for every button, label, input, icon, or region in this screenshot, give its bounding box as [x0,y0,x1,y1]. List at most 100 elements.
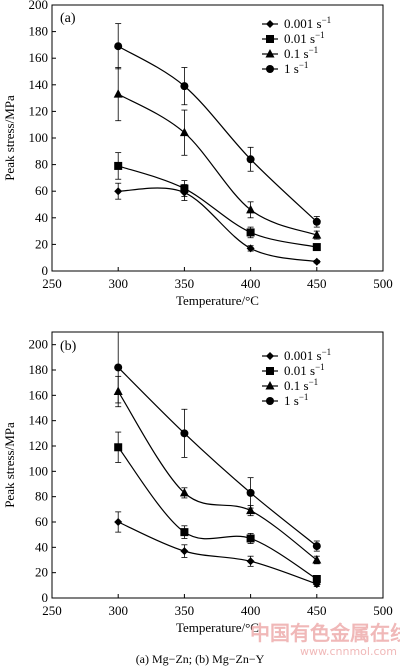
y-tick-label: 180 [29,362,49,377]
legend-label-exponent: −1 [299,392,309,402]
legend-marker [265,381,275,390]
y-tick-label: 80 [35,157,48,172]
plot-frame [51,4,384,272]
y-tick-label: 80 [35,489,48,504]
chart-panel-b: 250 300 350 400 450 500 0 20 40 60 80 100 120 140 160 1… [2,331,393,635]
x-tick-label: 350 [175,276,195,291]
legend-label: 1 s−1 [284,60,308,76]
legend-marker [266,35,274,43]
data-point [246,534,255,543]
data-point [114,161,123,170]
x-tick-label: 400 [241,603,261,618]
x-tick-label: 250 [42,276,62,291]
y-tick-label: 100 [29,463,49,478]
legend-label: 0.001 s−1 [284,347,331,363]
data-point [246,204,256,214]
figure-caption: (a) Mg−Zn; (b) Mg−Zn−Y [136,652,265,666]
legend-label: 0.1 s−1 [284,45,318,61]
data-point [246,557,255,566]
y-tick-label: 200 [29,0,49,12]
y-tick-label: 100 [29,130,49,145]
x-tick-label: 350 [175,603,195,618]
y-tick-label: 20 [35,565,48,580]
legend-label: 0.001 s−1 [284,15,331,31]
legend-label: 0.1 s−1 [284,377,318,393]
y-tick-label: 160 [29,387,49,402]
y-tick-label: 0 [42,590,49,605]
watermark-url: www.cnnmol.com [300,645,397,658]
legend-label-exponent: −1 [322,347,332,357]
x-tick-label: 250 [42,603,62,618]
legend-label-exponent: −1 [315,362,325,372]
series-line [118,165,317,248]
y-tick-label: 140 [29,413,49,428]
y-tick-label: 20 [35,236,48,251]
data-point [312,217,321,226]
legend-marker [266,65,274,73]
data-point [312,243,321,252]
legend-marker [266,397,274,405]
data-point [114,187,123,196]
y-tick-label: 160 [29,50,49,65]
x-tick-label: 450 [307,276,327,291]
y-tick-label: 60 [35,183,48,198]
y-tick-label: 140 [29,77,49,92]
series-line [117,367,318,547]
legend-label-exponent: −1 [309,45,319,55]
series-line [117,446,318,580]
series-line [117,93,318,236]
x-axis-label: Temperature/°C [176,293,259,308]
x-axis-label: Temperature/°C [176,620,259,635]
legend-marker [266,20,274,28]
y-tick-label: 60 [35,514,48,529]
series-line [118,187,317,263]
data-point [180,547,189,556]
data-point [180,429,189,438]
legend-marker [266,352,274,360]
x-tick-label: 300 [108,276,128,291]
panel-label: (b) [60,339,77,354]
data-point [246,155,255,164]
data-point [180,82,189,91]
data-point [179,487,189,497]
panel-label: (a) [60,11,76,26]
data-point [114,42,123,51]
series-line [117,391,318,561]
x-tick-label: 450 [307,603,327,618]
x-tick-label: 500 [373,603,393,618]
legend-label-exponent: −1 [315,30,325,40]
y-tick-label: 40 [35,539,48,554]
data-point [312,542,321,551]
data-point [312,257,321,266]
data-point [114,363,123,372]
y-tick-label: 0 [42,263,49,278]
x-tick-label: 400 [241,276,261,291]
y-tick-label: 180 [29,24,49,39]
watermark-text: 中国有色金属在线 [250,621,400,645]
data-point [312,230,322,239]
series-line [117,45,318,223]
legend-marker [265,49,275,58]
data-point [180,184,189,193]
y-tick-label: 200 [29,337,49,352]
x-tick-label: 300 [108,603,128,618]
y-tick-label: 120 [29,103,49,118]
legend-label: 0.01 s−1 [284,30,325,46]
legend-label-exponent: −1 [299,60,309,70]
y-tick-label: 40 [35,210,48,225]
data-point [246,228,255,237]
legend-label: 0.01 s−1 [284,362,325,378]
data-point [114,518,123,526]
data-point [246,244,255,253]
legend-label: 1 s−1 [284,392,308,408]
x-tick-label: 500 [373,276,393,291]
legend-marker [266,367,274,375]
data-point [246,505,256,515]
legend-label-exponent: −1 [322,15,332,25]
series-line [117,521,317,585]
chart-panel-a: 250 300 350 400 450 500 0 20 40 60 80 100 120 140 160 1… [2,0,393,308]
data-point [312,575,321,583]
y-axis-label: Peak stress/MPa [2,422,17,508]
data-point [180,528,189,537]
